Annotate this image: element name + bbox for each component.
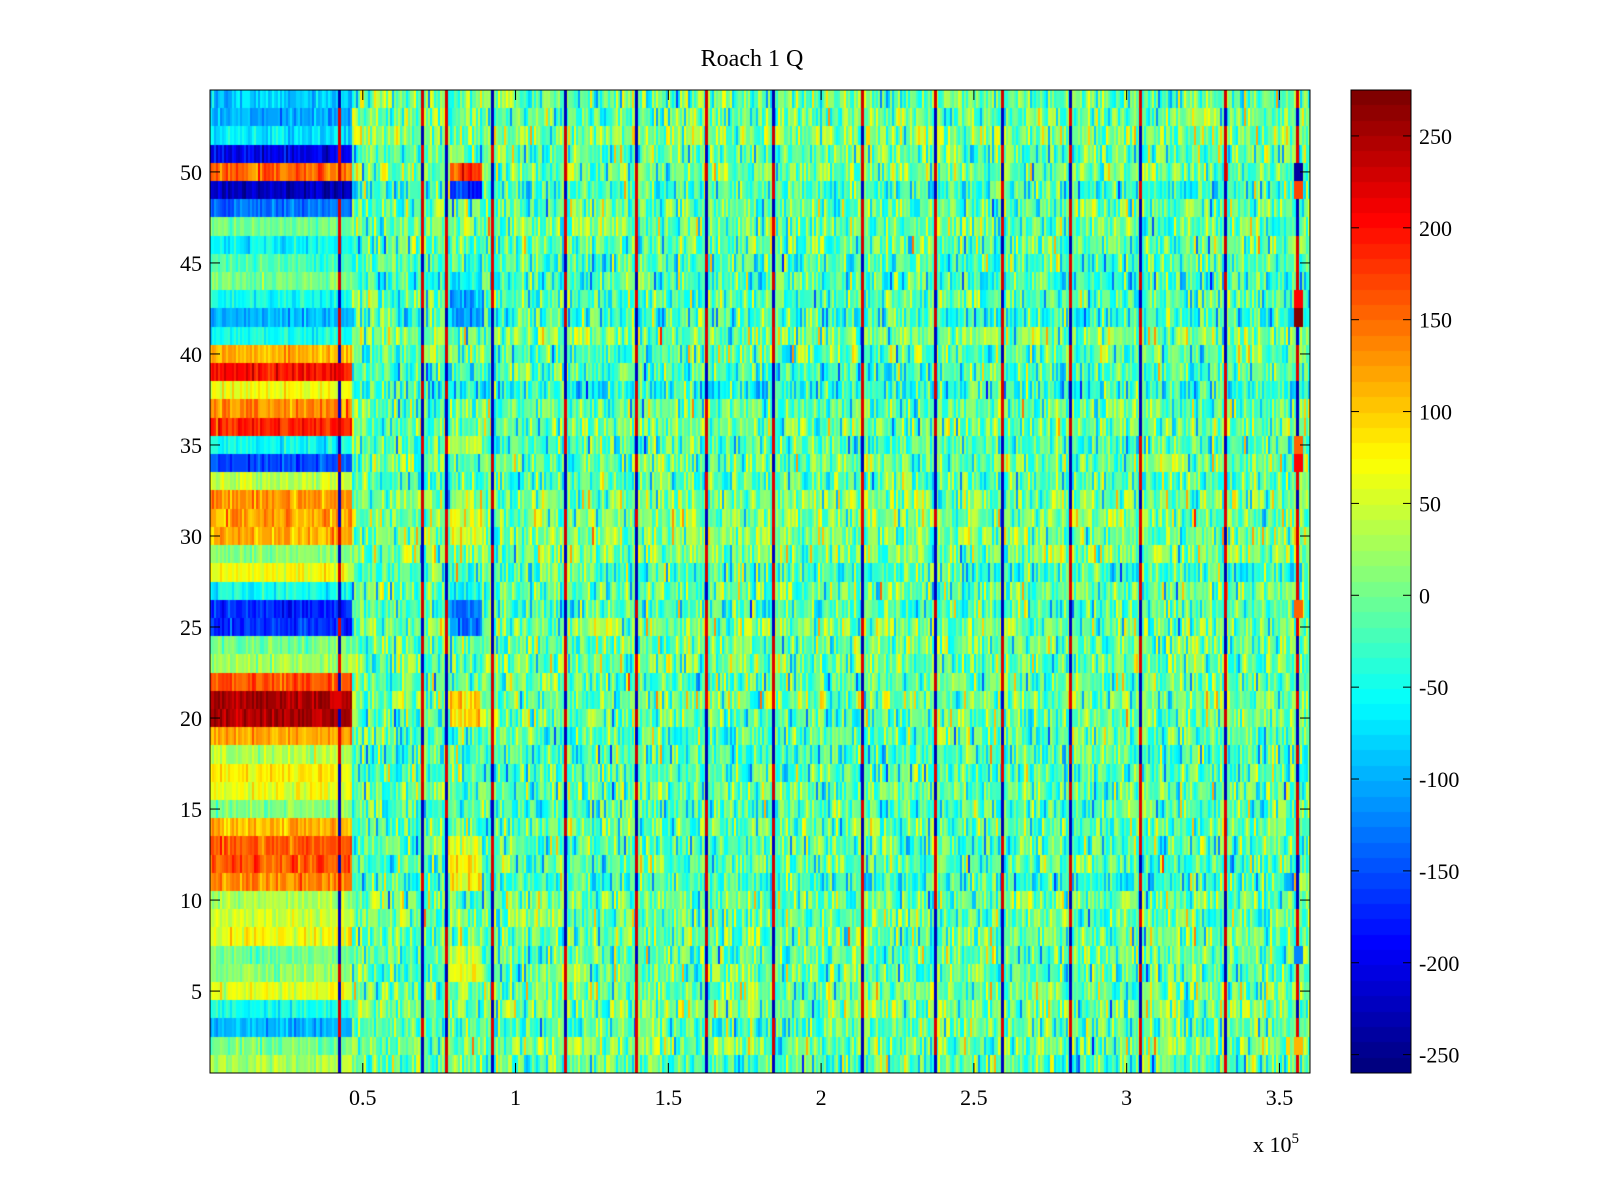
y-tick-label: 25 xyxy=(180,615,202,640)
chart-title: Roach 1 Q xyxy=(701,46,804,72)
y-tick-label: 50 xyxy=(180,160,202,185)
x-tick-label: 3.5 xyxy=(1266,1085,1294,1110)
y-tick-label: 10 xyxy=(180,888,202,913)
colorbar-axis: -250 -200 -150 -100 -50 0 50 100 150 200 250 xyxy=(1351,124,1459,1068)
colorbar xyxy=(1350,89,1412,1074)
x-tick-label: 2 xyxy=(816,1085,827,1110)
colorbar-gradient xyxy=(1351,90,1411,1073)
y-tick-label: 30 xyxy=(180,524,202,549)
y-tick-label: 15 xyxy=(180,797,202,822)
colorbar-tick-label: -200 xyxy=(1419,951,1459,976)
colorbar-tick-label: 150 xyxy=(1419,308,1452,333)
colorbar-tick-label: -150 xyxy=(1419,859,1459,884)
x-tick-label: 1 xyxy=(510,1085,521,1110)
colorbar-tick-label: -100 xyxy=(1419,767,1459,792)
colorbar-tick-label: 50 xyxy=(1419,491,1441,516)
y-tick-label: 35 xyxy=(180,433,202,458)
colorbar-frame xyxy=(1350,89,1412,1074)
x-tick-label: 1.5 xyxy=(655,1085,683,1110)
colorbar-tick-label: 0 xyxy=(1419,583,1430,608)
y-axis: 5 10 15 20 25 30 35 40 45 50 xyxy=(180,160,1310,1004)
colorbar-tick-label: 250 xyxy=(1419,124,1452,149)
colorbar-tick-label: 200 xyxy=(1419,216,1452,241)
heatmap-plot-area xyxy=(209,89,1311,1074)
colorbar-tick-label: -250 xyxy=(1419,1043,1459,1068)
heatmap-image xyxy=(210,90,1310,1073)
y-tick-label: 45 xyxy=(180,251,202,276)
y-tick-label: 20 xyxy=(180,706,202,731)
colorbar-tick-label: 100 xyxy=(1419,400,1452,425)
y-tick-label: 5 xyxy=(191,979,202,1004)
colorbar-tick-label: -50 xyxy=(1419,675,1448,700)
plot-frame xyxy=(209,89,1311,1074)
x-axis: 0.5 1 1.5 2 2.5 3 3.5 xyxy=(349,90,1293,1110)
x-tick-label: 2.5 xyxy=(960,1085,988,1110)
x-tick-label: 3 xyxy=(1121,1085,1132,1110)
x-axis-exponent: x 105 xyxy=(1253,1131,1299,1157)
y-tick-label: 40 xyxy=(180,342,202,367)
x-tick-label: 0.5 xyxy=(349,1085,377,1110)
